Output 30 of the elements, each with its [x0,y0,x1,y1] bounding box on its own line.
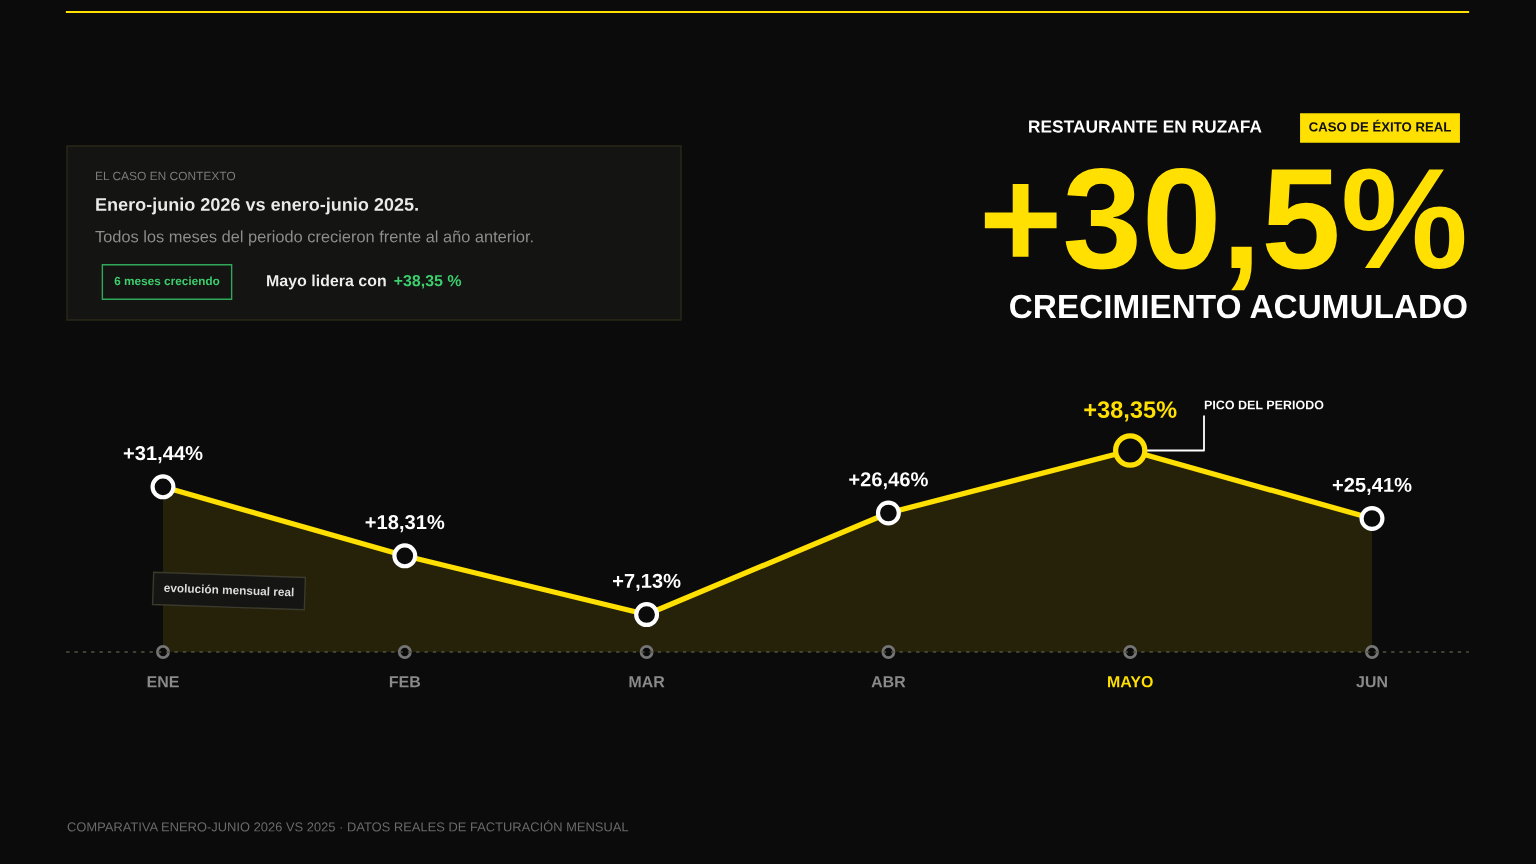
x-tick-label: JUN [1356,676,1387,688]
annotation: PICO DEL PERIODO [1204,400,1324,410]
text: CASO DE ÉXITO REAL [1309,119,1451,132]
point [150,474,176,500]
chart-subtitle: CRECIMIENTO ACUMULADO [1010,294,1467,319]
data-label: +7,13% [613,573,681,591]
text: +38,35 % [394,274,462,289]
text: Mayo lidera con [267,274,386,290]
x-tick-label: FEB [389,676,421,688]
x-tick-label: MAYO [1108,676,1153,688]
text: Enero-junio 2026 vs enero-junio 2025. [96,197,418,215]
chart-title: +30,5% [984,168,1465,291]
x-tick-label: ABR [871,676,906,688]
data-label: +31,44% [123,446,203,464]
annotation: evolución mensual real [164,583,294,597]
x-tick-label: MAR [629,676,665,688]
text: RESTAURANTE EN RUZAFA [1029,120,1262,133]
data-label: +18,31% [365,515,445,533]
point [392,543,418,569]
point [1359,506,1385,532]
text: COMPARATIVA ENERO-JUNIO 2026 VS 2025 · DATOS REALES DE FACTURACIÓN MENSUAL [67,820,629,832]
data-label: +26,46% [849,472,928,490]
data-label: +38,35% [1084,401,1177,422]
data-label: +25,41% [1332,477,1412,495]
text: EL CASO EN CONTEXTO [95,171,236,181]
text: Todos los meses del periodo crecieron frente al año anterior. [95,230,533,246]
point [634,602,660,628]
point [875,500,901,526]
x-tick-label: ENE [147,676,179,688]
text: 6 meses creciendo [114,276,220,286]
